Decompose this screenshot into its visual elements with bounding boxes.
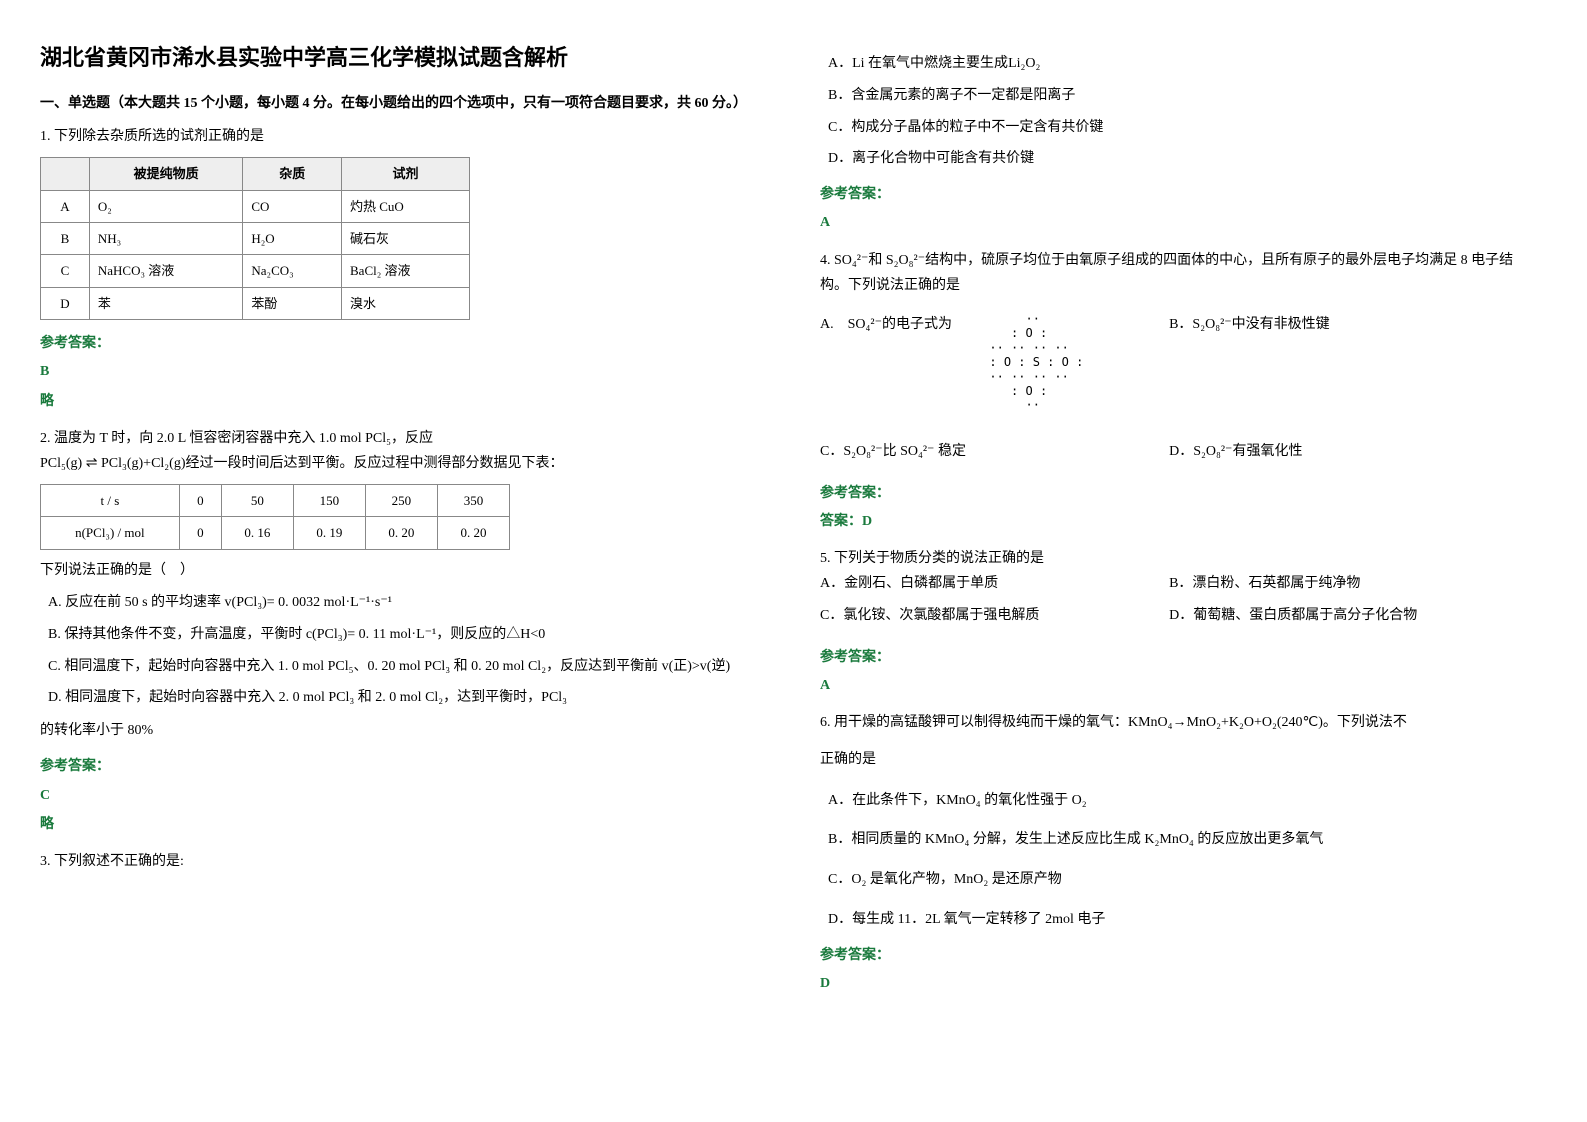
q2-sub: 下列说法正确的是（ ） xyxy=(40,558,760,583)
q2-h4: 250 xyxy=(365,485,437,517)
q2-h5: 350 xyxy=(437,485,509,517)
q5-answer: A xyxy=(820,673,1540,698)
q2-optC: C. 相同温度下，起始时向容器中充入 1. 0 mol PCl₅、0. 20 m… xyxy=(48,655,760,679)
q3-optA-formula: Li₂O₂ xyxy=(1008,56,1040,71)
q5-optD: D．葡萄糖、蛋白质都属于高分子化合物 xyxy=(1169,603,1515,628)
q1-th1: 被提纯物质 xyxy=(89,158,243,190)
q4-optB: B．S₂O₈²⁻中没有非极性键 xyxy=(1169,312,1515,337)
q2-optD: D. 相同温度下，起始时向容器中充入 2. 0 mol PCl₃ 和 2. 0 … xyxy=(48,686,760,710)
lewis-structure-icon: ·· : O : ·· ·· ·· ·· : O : S : O : ·· ··… xyxy=(989,312,1155,413)
q1-r0c0: A xyxy=(41,190,90,222)
q4-answer: 答案：D xyxy=(820,509,1540,534)
q2-r0c2: 0. 16 xyxy=(221,517,293,549)
q6-stem: 6. 用干燥的高锰酸钾可以制得极纯而干燥的氧气：KMnO₄→MnO₂+K₂O+O… xyxy=(820,710,1540,735)
q1-th2: 杂质 xyxy=(243,158,342,190)
q2-r0c5: 0. 20 xyxy=(437,517,509,549)
q2-table: t / s 0 50 150 250 350 n(PCl₃) / mol 0 0… xyxy=(40,484,510,550)
q1-r1c1: NH₃ xyxy=(89,222,243,254)
q1-r1c0: B xyxy=(41,222,90,254)
q2-h3: 150 xyxy=(293,485,365,517)
q1-th0 xyxy=(41,158,90,190)
q1-r3c0: D xyxy=(41,287,90,319)
q1-r0c1: O₂ xyxy=(89,190,243,222)
q2-r0c3: 0. 19 xyxy=(293,517,365,549)
q3-answer: A xyxy=(820,210,1540,235)
q2-eq: PCl₅(g) ⇌ PCl₃(g)+Cl₂(g)经过一段时间后达到平衡。反应过程… xyxy=(40,451,760,476)
q5-optA: A．金刚石、白磷都属于单质 xyxy=(820,571,1166,596)
q1-r2c1: NaHCO₃ 溶液 xyxy=(89,255,243,287)
q4-stem: 4. SO₄²⁻和 S₂O₈²⁻结构中，硫原子均位于由氧原子组成的四面体的中心，… xyxy=(820,248,1540,298)
q4-optA: A. SO₄²⁻的电子式为 ·· : O : ·· ·· ·· ·· : O :… xyxy=(820,312,1166,419)
q5-optC: C．氯化铵、次氯酸都属于强电解质 xyxy=(820,603,1166,628)
q1-r0c2: CO xyxy=(243,190,342,222)
q1-r2c3: BaCl₂ 溶液 xyxy=(342,255,470,287)
q6-optD: D．每生成 11．2L 氧气一定转移了 2mol 电子 xyxy=(828,908,1540,932)
q4-optC: C．S₂O₈²⁻比 SO₄²⁻ 稳定 xyxy=(820,439,1166,464)
q2-h1: 0 xyxy=(179,485,221,517)
q3-optC: C．构成分子晶体的粒子中不一定含有共价键 xyxy=(828,116,1540,140)
q1-stem: 1. 下列除去杂质所选的试剂正确的是 xyxy=(40,124,760,149)
q2-answer: C xyxy=(40,783,760,808)
q3-optD: D．离子化合物中可能含有共价键 xyxy=(828,147,1540,171)
q3-optA-text: A．Li 在氧气中燃烧主要生成 xyxy=(828,56,1008,71)
q1-answer-label: 参考答案： xyxy=(40,330,760,355)
q4-optD: D．S₂O₈²⁻有强氧化性 xyxy=(1169,439,1515,464)
q1-table: 被提纯物质 杂质 试剂 A O₂ CO 灼热 CuO B NH₃ H₂O 碱石灰… xyxy=(40,157,470,320)
question-1: 1. 下列除去杂质所选的试剂正确的是 被提纯物质 杂质 试剂 A O₂ CO 灼… xyxy=(40,124,760,414)
q2-r0c0: n(PCl₃) / mol xyxy=(41,517,180,549)
question-2: 2. 温度为 T 时，向 2.0 L 恒容密闭容器中充入 1.0 mol PCl… xyxy=(40,426,760,837)
q2-answer-label: 参考答案： xyxy=(40,753,760,778)
q2-r0c4: 0. 20 xyxy=(365,517,437,549)
question-3-opts: A．Li 在氧气中燃烧主要生成Li₂O₂ B．含金属元素的离子不一定都是阳离子 … xyxy=(820,52,1540,236)
q2-note: 略 xyxy=(40,812,760,837)
q1-th3: 试剂 xyxy=(342,158,470,190)
q4-answer-label: 参考答案： xyxy=(820,480,1540,505)
q1-r1c3: 碱石灰 xyxy=(342,222,470,254)
q4-optA-pre: A. SO₄²⁻的电子式为 xyxy=(820,312,986,337)
q3-answer-label: 参考答案： xyxy=(820,181,1540,206)
q1-r2c2: Na₂CO₃ xyxy=(243,255,342,287)
q2-r0c1: 0 xyxy=(179,517,221,549)
q5-optB: B．漂白粉、石英都属于纯净物 xyxy=(1169,571,1515,596)
q6-answer: D xyxy=(820,971,1540,996)
q5-stem: 5. 下列关于物质分类的说法正确的是 xyxy=(820,546,1540,571)
q1-r3c2: 苯酚 xyxy=(243,287,342,319)
q6-optC: C．O₂ 是氧化产物，MnO₂ 是还原产物 xyxy=(828,868,1540,892)
q6-optA: A．在此条件下，KMnO₄ 的氧化性强于 O₂ xyxy=(828,789,1540,813)
q1-answer: B xyxy=(40,359,760,384)
q2-h0: t / s xyxy=(41,485,180,517)
q2-optA: A. 反应在前 50 s 的平均速率 v(PCl₃)= 0. 0032 mol·… xyxy=(48,591,760,615)
q1-r1c2: H₂O xyxy=(243,222,342,254)
q6-stem2: 正确的是 xyxy=(820,747,1540,772)
section-header: 一、单选题（本大题共 15 个小题，每小题 4 分。在每小题给出的四个选项中，只… xyxy=(40,92,760,112)
q3-optB: B．含金属元素的离子不一定都是阳离子 xyxy=(828,84,1540,108)
q6-optB: B．相同质量的 KMnO₄ 分解，发生上述反应比生成 K₂MnO₄ 的反应放出更… xyxy=(828,828,1540,852)
q1-r3c1: 苯 xyxy=(89,287,243,319)
q1-r3c3: 溴水 xyxy=(342,287,470,319)
q2-stem: 2. 温度为 T 时，向 2.0 L 恒容密闭容器中充入 1.0 mol PCl… xyxy=(40,426,760,451)
q2-optD2: 的转化率小于 80% xyxy=(40,718,760,743)
q3-stem: 3. 下列叙述不正确的是: xyxy=(40,849,760,874)
question-4: 4. SO₄²⁻和 S₂O₈²⁻结构中，硫原子均位于由氧原子组成的四面体的中心，… xyxy=(820,248,1540,535)
q2-h2: 50 xyxy=(221,485,293,517)
q5-answer-label: 参考答案： xyxy=(820,644,1540,669)
q1-r0c3: 灼热 CuO xyxy=(342,190,470,222)
q6-answer-label: 参考答案： xyxy=(820,942,1540,967)
question-5: 5. 下列关于物质分类的说法正确的是 A．金刚石、白磷都属于单质 B．漂白粉、石… xyxy=(820,546,1540,698)
q1-note: 略 xyxy=(40,389,760,414)
question-6: 6. 用干燥的高锰酸钾可以制得极纯而干燥的氧气：KMnO₄→MnO₂+K₂O+O… xyxy=(820,710,1540,996)
q1-r2c0: C xyxy=(41,255,90,287)
q3-optA: A．Li 在氧气中燃烧主要生成Li₂O₂ xyxy=(828,52,1540,76)
q2-optB: B. 保持其他条件不变，升高温度，平衡时 c(PCl₃)= 0. 11 mol·… xyxy=(48,623,760,647)
page-title: 湖北省黄冈市浠水县实验中学高三化学模拟试题含解析 xyxy=(40,40,760,72)
